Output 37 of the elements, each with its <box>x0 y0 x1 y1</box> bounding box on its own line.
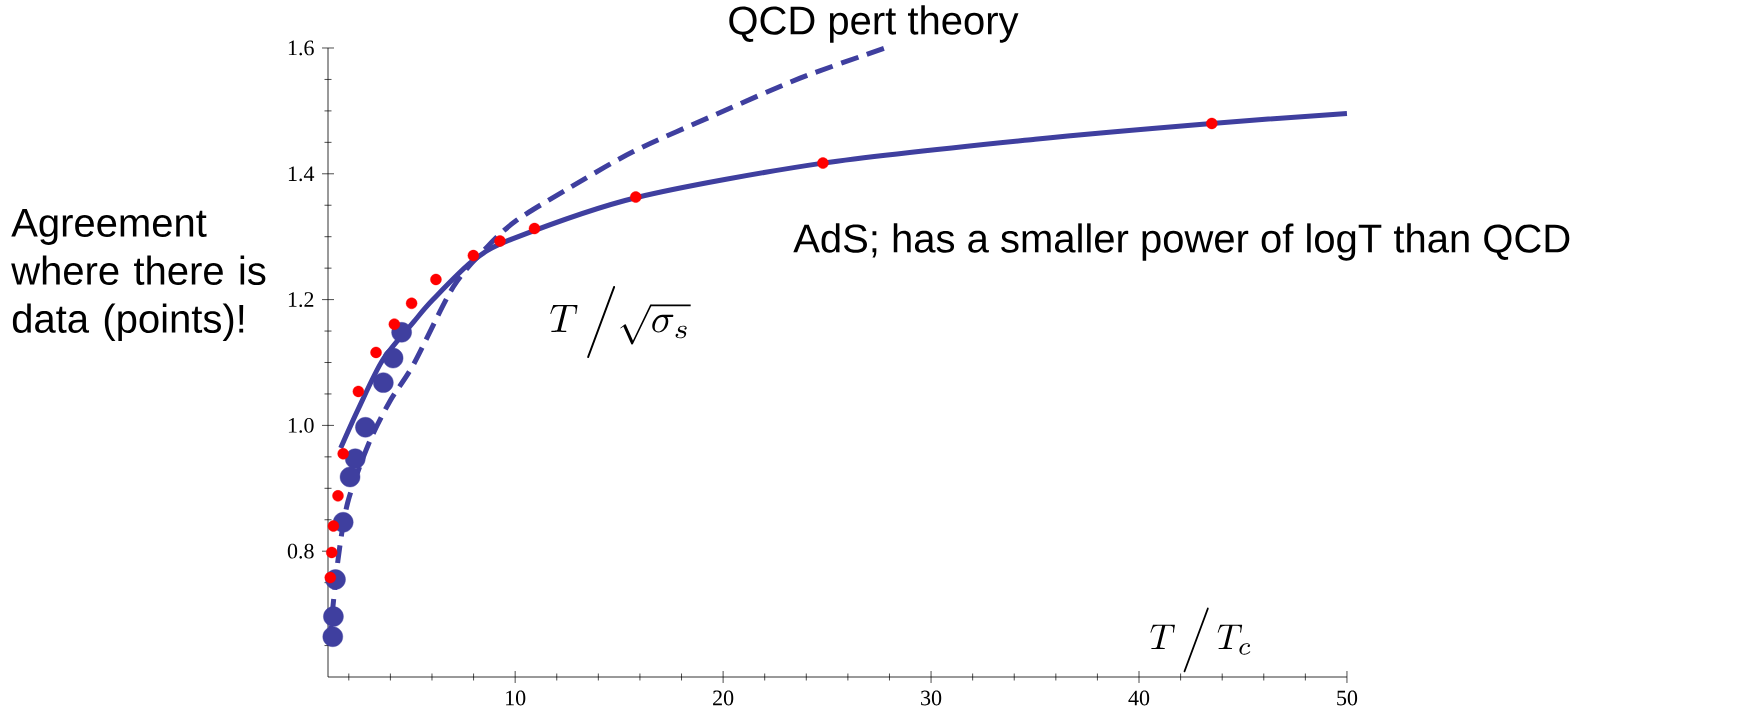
x-tick-label: 40 <box>1128 690 1150 706</box>
point <box>326 546 338 559</box>
point <box>339 466 361 488</box>
point <box>332 490 344 502</box>
point <box>322 626 343 647</box>
point <box>345 448 366 469</box>
y-axis-title: $T\,\Big/\sqrt{\sigma_{s}}$ <box>550 286 691 358</box>
point <box>430 273 442 286</box>
point <box>528 222 541 235</box>
point <box>382 347 404 369</box>
point <box>494 235 506 247</box>
point <box>373 372 394 393</box>
point <box>817 157 829 169</box>
y-tick-label: 1.2 <box>288 292 314 308</box>
x-tick-label: 20 <box>713 690 734 706</box>
point <box>337 448 349 460</box>
y-tick-label: 1.4 <box>288 166 315 182</box>
point <box>388 318 401 330</box>
x-tick-label: 10 <box>506 690 526 706</box>
x-axis-title: $T\,\Big/\,T_{c}$ <box>1150 607 1251 673</box>
series-label: QCD pert theory <box>729 5 1019 43</box>
point <box>630 191 642 203</box>
y-tick-label: 1.6 <box>288 40 314 56</box>
point <box>355 417 376 438</box>
x-tick-label: 50 <box>1337 690 1358 706</box>
y-tick-label: 1.0 <box>288 417 314 433</box>
point <box>352 385 365 398</box>
point <box>467 249 480 262</box>
point <box>405 297 418 310</box>
text: Agreement where there is data (points)! <box>11 209 266 341</box>
point <box>370 346 382 359</box>
point <box>327 520 340 532</box>
x-tick-label: 30 <box>921 690 942 706</box>
y-tick-label: 0.8 <box>287 543 314 559</box>
series-label: AdS; has a smaller power of logT than QCD <box>793 223 1570 261</box>
point <box>323 606 344 627</box>
point <box>1206 117 1218 130</box>
